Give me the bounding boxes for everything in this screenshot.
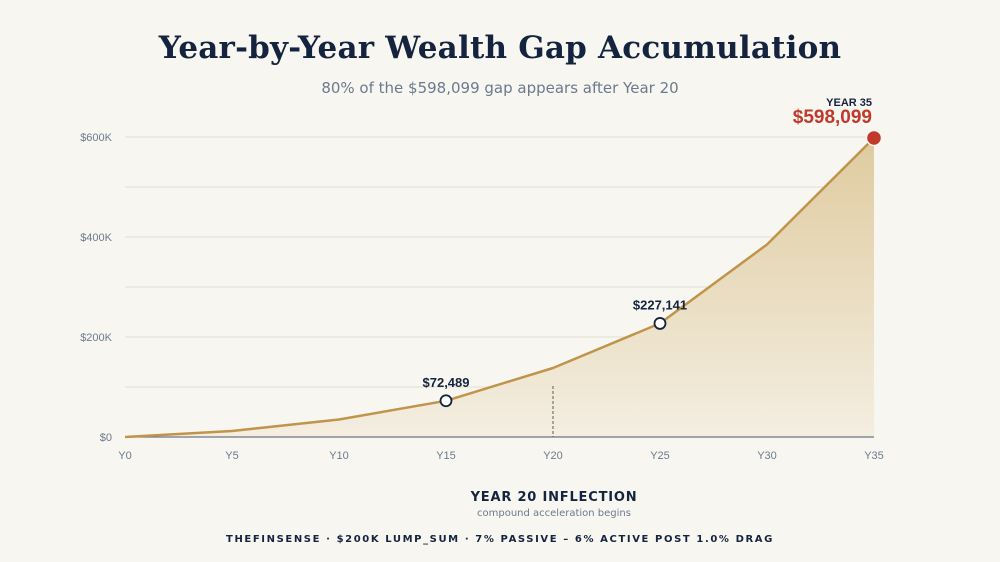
milestone-marker <box>439 394 453 408</box>
endpoint-tag: YEAR 35 <box>826 97 872 109</box>
x-tick-label: Y30 <box>757 450 777 462</box>
data-points <box>439 129 883 408</box>
endpoint-value-label: $598,099 <box>793 107 872 128</box>
y-tick-label: $400K <box>80 232 112 244</box>
y-tick-label: $0 <box>100 432 112 444</box>
axes: $0 $200K $400K $600K Y0 Y5 Y10 Y15 Y20 Y25 Y30 Y35 <box>80 132 884 462</box>
x-tick-label: Y15 <box>436 450 456 462</box>
milestone-value-label: $72,489 <box>423 375 470 390</box>
x-tick-label: Y35 <box>864 450 884 462</box>
x-tick-label: Y10 <box>329 450 349 462</box>
series-line <box>124 137 875 439</box>
inflection-sublabel: compound acceleration begins <box>477 508 631 519</box>
footer-credit: THEFINSENSE · $200K LUMP_SUM · 7% PASSIV… <box>226 534 774 545</box>
area-fill <box>125 138 874 437</box>
series-line-path <box>124 137 875 439</box>
chart-subtitle: 80% of the $598,099 gap appears after Ye… <box>321 79 679 97</box>
endpoint-marker <box>865 129 883 147</box>
y-tick-label: $200K <box>80 332 112 344</box>
x-tick-label: Y0 <box>118 450 131 462</box>
x-tick-label: Y25 <box>650 450 670 462</box>
data-labels: $72,489 $227,141 YEAR 35$598,099 <box>423 97 873 390</box>
milestone-value-label: $227,141 <box>633 297 687 312</box>
y-tick-label: $600K <box>80 132 112 144</box>
chart-title: Year-by-Year Wealth Gap Accumulation <box>158 30 842 66</box>
area-shape <box>125 138 874 437</box>
x-tick-label: Y20 <box>543 450 563 462</box>
x-tick-label: Y5 <box>225 450 238 462</box>
inflection-label: YEAR 20 INFLECTION <box>470 490 638 505</box>
milestone-marker <box>653 317 667 330</box>
